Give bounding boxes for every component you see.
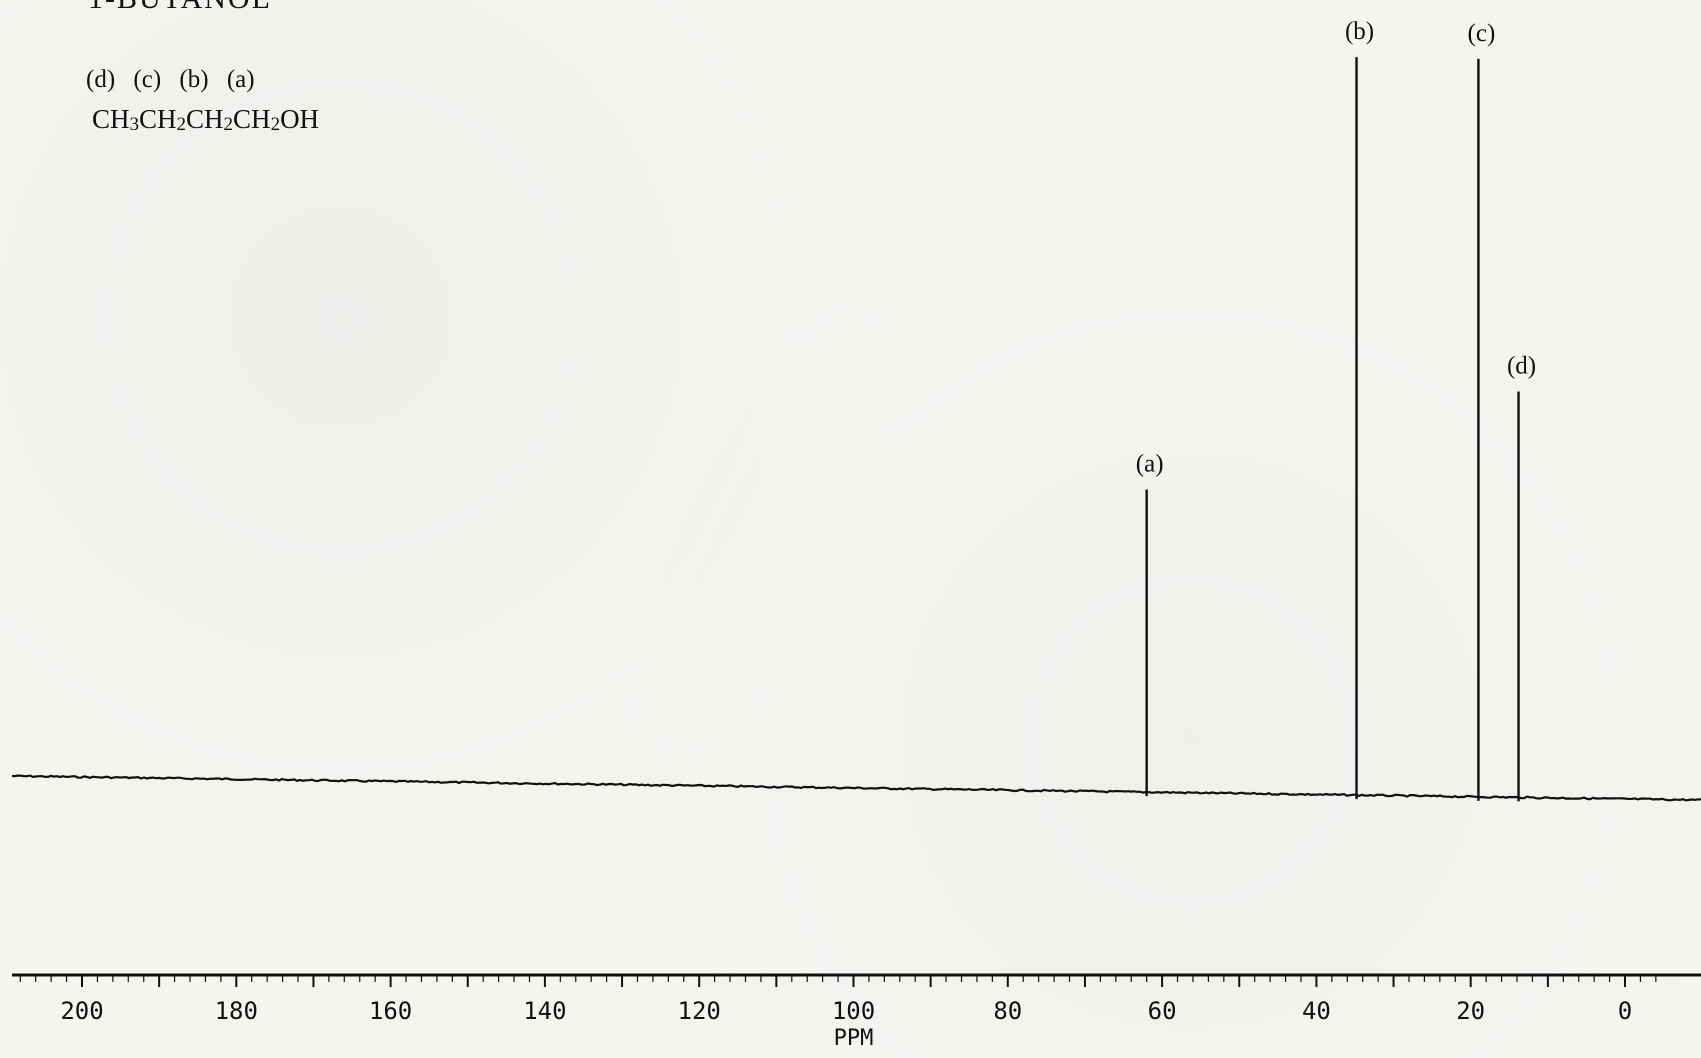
formula-part: CH (186, 104, 224, 134)
x-axis: 200 180 160 140 120 100 80 60 40 20 0 (12, 973, 1701, 1025)
carbon-label-c: (c) (133, 66, 162, 93)
x-tick-label: 60 (1148, 997, 1177, 1025)
peak-label: (b) (1345, 18, 1374, 45)
x-tick-label: 40 (1302, 997, 1331, 1025)
formula-subscript: 2 (223, 114, 234, 135)
compound-title: 1-BUTANOL (88, 0, 272, 16)
formula-part: CH (139, 104, 177, 134)
formula-part: OH (280, 104, 320, 134)
x-tick-label: 200 (60, 997, 103, 1025)
peaks: (a) (b) (c) (d) (1136, 18, 1536, 802)
x-tick-label: 20 (1456, 997, 1485, 1025)
x-tick-label: 80 (993, 997, 1022, 1025)
formula-part: CH (233, 104, 271, 134)
x-tick-label: 120 (678, 997, 721, 1025)
baseline-trace (11, 774, 1701, 802)
carbon-label-d: (d) (86, 66, 116, 93)
carbon-labels-row: (d) (c) (b) (a) (86, 66, 267, 94)
x-tick-label: 0 (1618, 997, 1632, 1025)
formula-subscript: 3 (129, 114, 140, 135)
baseline (11, 774, 1701, 802)
structural-formula: CH3CH2CH2CH2OH (92, 104, 319, 136)
x-tick-label: 160 (369, 997, 412, 1025)
carbon-label-a: (a) (226, 66, 255, 93)
formula-subscript: 2 (270, 114, 281, 135)
x-tick-label: 180 (215, 997, 258, 1025)
peak-label: (c) (1468, 20, 1496, 47)
x-tick-label: 100 (832, 997, 875, 1025)
carbon-label-b: (b) (179, 66, 209, 93)
formula-part: CH (92, 104, 130, 134)
x-tick-label: 140 (523, 997, 566, 1025)
x-axis-title: PPM (834, 1026, 874, 1051)
peak-label: (d) (1507, 353, 1536, 380)
formula-subscript: 2 (176, 114, 187, 135)
peak-label: (a) (1136, 451, 1164, 478)
